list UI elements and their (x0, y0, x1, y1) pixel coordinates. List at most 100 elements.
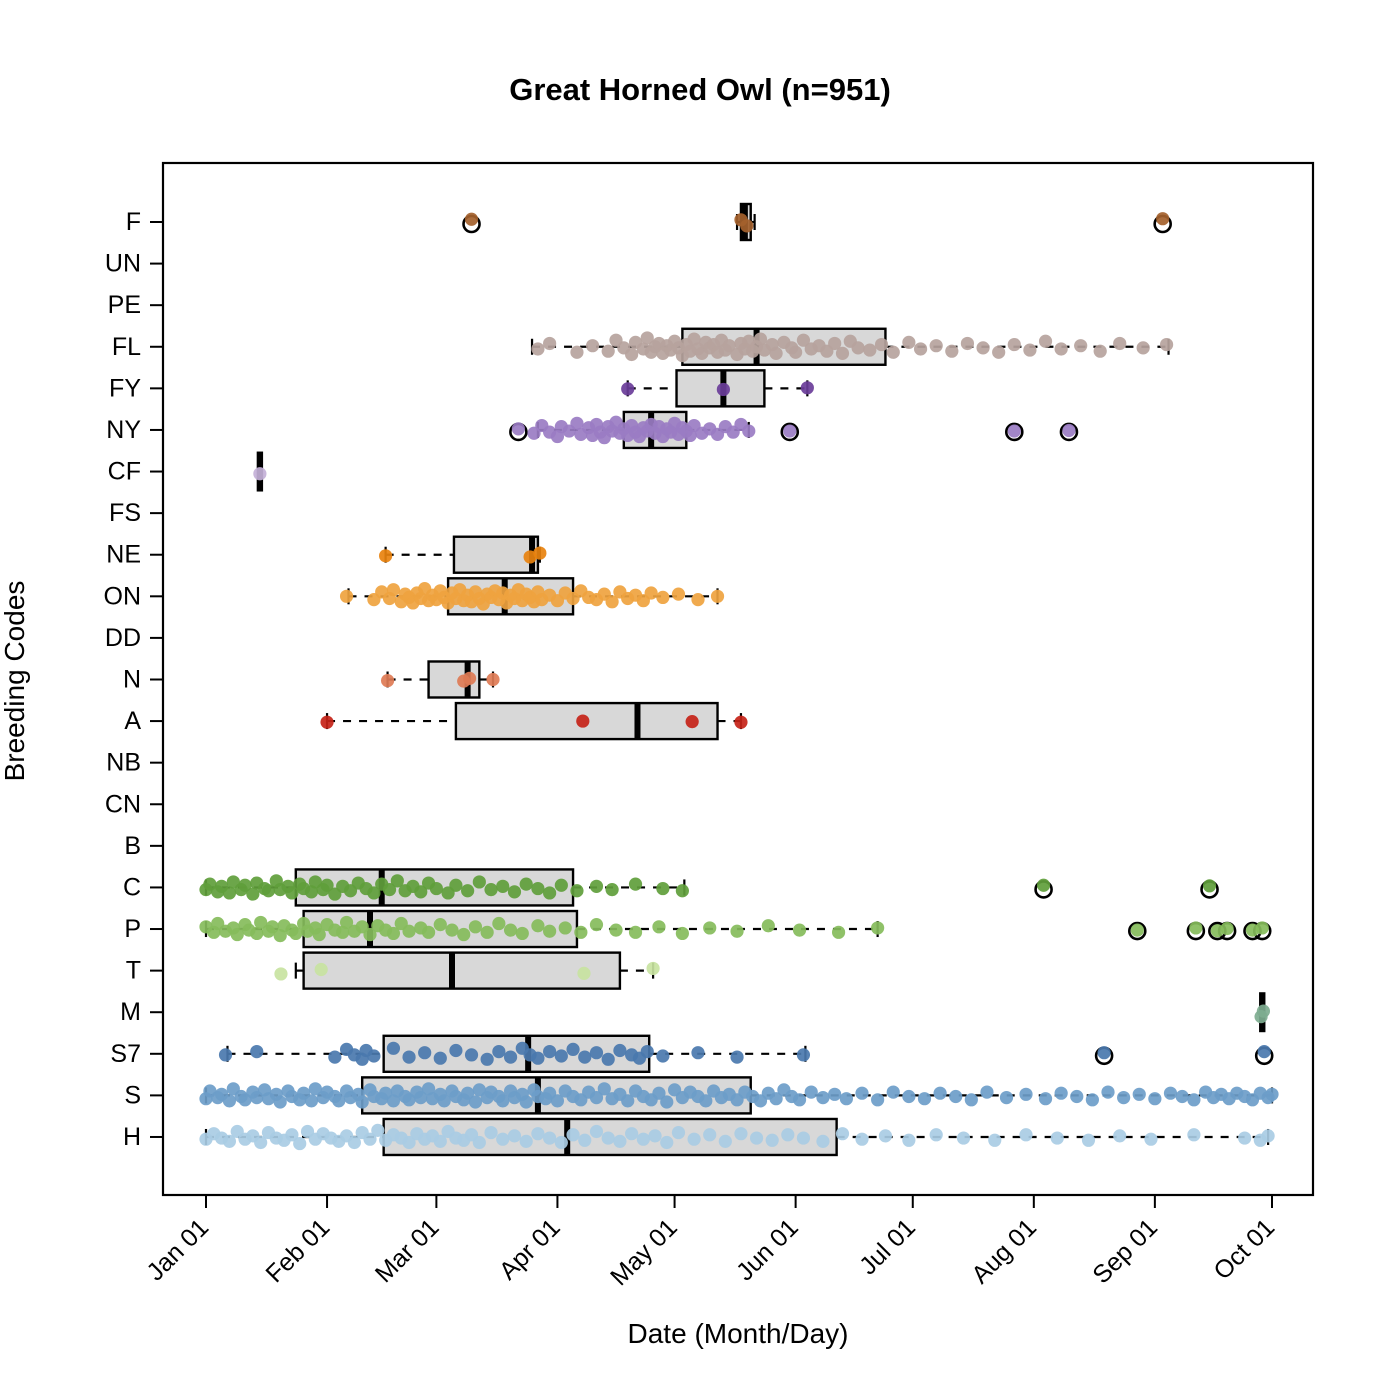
data-point-N (486, 672, 500, 687)
data-point-S (804, 1085, 818, 1099)
data-point-S7 (543, 1045, 557, 1059)
y-tick-label: ON (104, 582, 142, 610)
data-point-S7 (492, 1045, 506, 1059)
y-tick-label: NY (106, 416, 141, 444)
data-point-H (254, 1135, 268, 1150)
data-point-S (1101, 1085, 1115, 1099)
data-point-S (597, 1082, 611, 1096)
data-point-S (828, 1087, 842, 1101)
data-point-S7 (656, 1049, 670, 1063)
data-point-P (1189, 921, 1203, 935)
data-point-P (589, 918, 604, 932)
data-point-P (492, 916, 506, 931)
data-point-S (871, 1093, 885, 1107)
outlier-ring (1004, 422, 1024, 442)
data-point-ON (605, 595, 619, 609)
data-point-H (835, 1127, 850, 1141)
data-point-H (703, 1128, 717, 1142)
data-point-FL (722, 339, 736, 353)
data-point-H (1113, 1129, 1127, 1143)
data-point-P (433, 918, 447, 932)
data-point-P (609, 923, 623, 937)
data-point-H (507, 1129, 522, 1143)
data-point-FY (621, 382, 635, 396)
data-point-S7 (402, 1050, 416, 1064)
data-point-H (929, 1128, 943, 1142)
y-tick-label: DD (105, 624, 141, 652)
data-point-P (628, 925, 643, 939)
data-point-S (769, 1092, 783, 1106)
data-point-H (402, 1135, 416, 1150)
data-point-FL (874, 337, 889, 352)
data-point-H (765, 1133, 779, 1147)
data-point-P (480, 925, 494, 939)
data-point-P (250, 926, 264, 941)
data-point-C (605, 883, 619, 897)
data-point-NY (783, 424, 797, 438)
data-point-H (472, 1135, 486, 1150)
data-point-H (1261, 1129, 1275, 1143)
data-point-H (371, 1123, 385, 1137)
data-point-NY (570, 416, 584, 430)
data-point-H (1144, 1132, 1158, 1146)
data-point-S7 (328, 1050, 342, 1064)
data-point-S (273, 1095, 287, 1109)
data-point-S (917, 1092, 932, 1106)
data-point-S (308, 1082, 322, 1096)
data-point-S (468, 1095, 483, 1109)
y-tick-label: UN (105, 250, 141, 278)
data-point-H (734, 1127, 748, 1141)
data-point-S (660, 1095, 674, 1109)
data-point-H (1081, 1133, 1096, 1147)
data-point-NE (533, 546, 547, 560)
y-tick-label: PE (108, 291, 141, 319)
data-point-FL (570, 345, 584, 359)
y-tick-label: S7 (110, 1040, 141, 1068)
x-tick-label: Oct 01 (1208, 1213, 1280, 1285)
data-point-FL (543, 336, 557, 351)
data-point-NY (1062, 423, 1076, 438)
data-point-FL (1159, 337, 1174, 352)
x-tick-label: Jun 01 (731, 1213, 804, 1286)
data-point-P (289, 926, 303, 941)
data-point-ON (691, 593, 705, 607)
data-point-NY (683, 428, 697, 443)
data-point-FL (886, 345, 900, 359)
data-point-ON (644, 586, 658, 600)
data-point-S7 (367, 1049, 381, 1063)
data-point-S7 (578, 1050, 592, 1064)
y-tick-label: T (126, 957, 141, 985)
data-point-S (437, 1094, 451, 1108)
data-point-H (749, 1131, 764, 1145)
data-point-C (543, 886, 557, 900)
data-point-H (636, 1132, 650, 1146)
data-point-H (519, 1134, 533, 1148)
data-point-S7 (386, 1041, 401, 1055)
data-point-C (496, 879, 510, 893)
data-point-S (421, 1082, 436, 1096)
x-tick-label: Sep 01 (1087, 1213, 1163, 1289)
data-point-FL (851, 341, 865, 355)
data-point-FL (1023, 343, 1037, 357)
x-tick-label: Aug 01 (966, 1213, 1042, 1289)
data-point-S (1148, 1092, 1162, 1106)
data-point-H (625, 1127, 639, 1141)
data-point-S (519, 1095, 533, 1109)
x-tick-label: Jul 01 (854, 1213, 921, 1280)
data-point-P (363, 927, 377, 942)
data-point-P (652, 920, 666, 934)
data-point-FL (640, 331, 654, 345)
x-tick-label: Apr 01 (494, 1213, 566, 1285)
data-point-FL (902, 335, 916, 349)
data-point-P (265, 920, 279, 934)
data-point-C (628, 877, 643, 891)
data-point-C (675, 884, 689, 898)
y-tick-label: B (124, 832, 141, 860)
data-point-P (515, 926, 529, 941)
data-point-S7 (796, 1048, 811, 1062)
data-point-FL (789, 345, 803, 359)
data-point-FL (992, 345, 1006, 359)
data-point-ON (671, 587, 686, 601)
data-point-P (254, 915, 268, 930)
